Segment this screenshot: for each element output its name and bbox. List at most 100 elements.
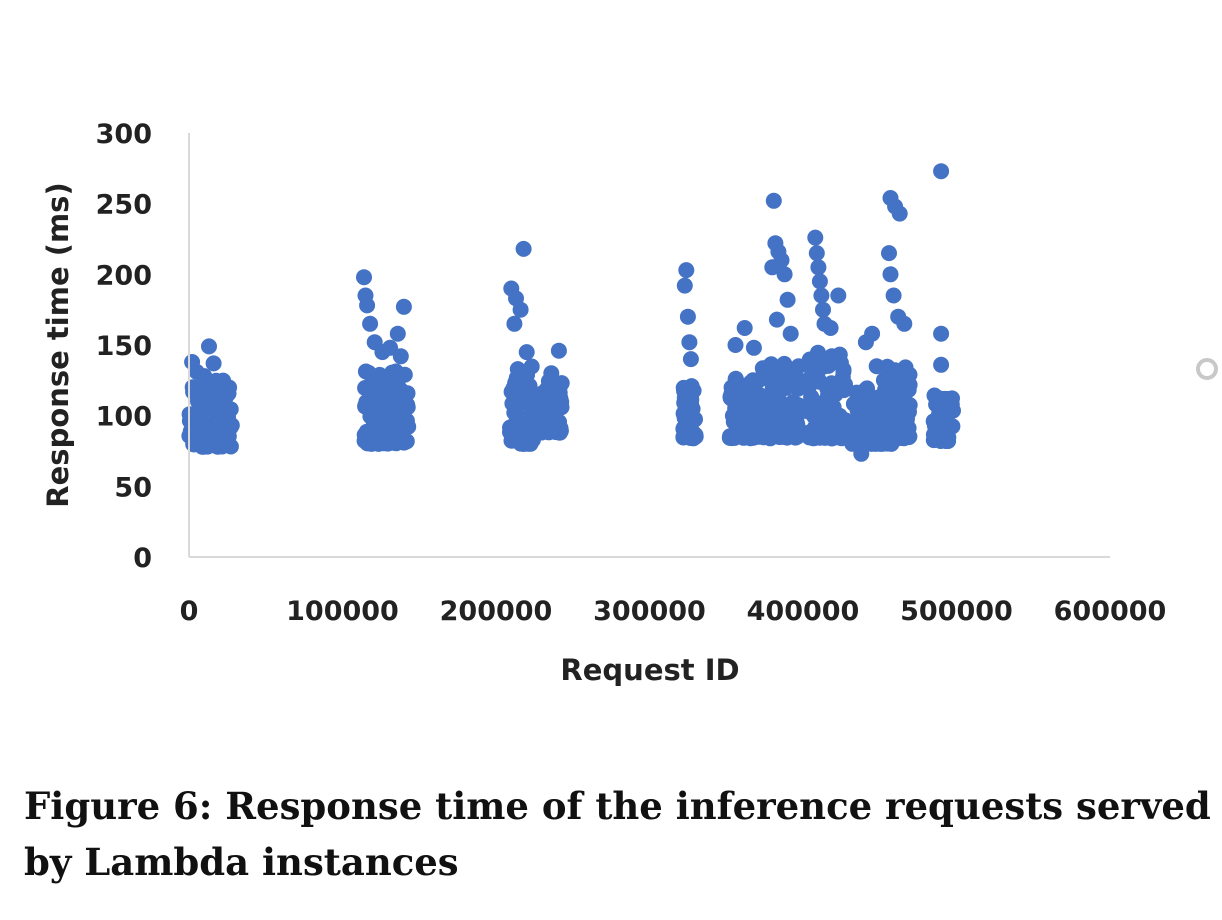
data-point (356, 269, 372, 286)
data-point (756, 427, 773, 444)
data-point (826, 412, 843, 429)
data-point (779, 291, 796, 308)
data-point (882, 266, 899, 283)
data-point (724, 430, 741, 446)
data-point (896, 315, 913, 332)
x-tick-label: 100000 (286, 596, 399, 627)
data-point (727, 337, 744, 353)
data-point (392, 407, 409, 423)
data-point (810, 259, 827, 276)
y-tick-label: 100 (96, 402, 152, 433)
data-point (770, 390, 787, 407)
data-point (805, 405, 822, 422)
data-point (679, 308, 696, 325)
data-point (892, 366, 909, 382)
data-point (382, 339, 399, 356)
x-tick-label: 0 (180, 596, 199, 627)
data-point (943, 399, 960, 416)
data-point (205, 355, 222, 372)
x-axis-title: Request ID (560, 653, 739, 687)
data-point (678, 262, 695, 279)
data-point (687, 411, 703, 428)
data-point (219, 382, 236, 399)
data-point (723, 385, 740, 402)
data-point (392, 348, 409, 365)
data-point (389, 325, 406, 342)
data-point (881, 245, 897, 262)
data-point (773, 252, 790, 269)
data-point (901, 376, 918, 393)
data-point (776, 266, 793, 283)
data-point (807, 229, 824, 246)
data-point (528, 419, 545, 436)
data-point (785, 415, 801, 432)
data-point (808, 245, 825, 262)
y-tick-label: 250 (96, 190, 152, 221)
data-point (396, 366, 413, 383)
data-point (822, 320, 839, 336)
data-point (815, 301, 831, 318)
data-point (853, 445, 870, 462)
data-point (363, 435, 380, 452)
data-point (736, 320, 753, 336)
x-tick-label: 600000 (1054, 596, 1167, 627)
data-point (754, 394, 771, 411)
x-tick-label: 200000 (440, 596, 553, 627)
data-point (891, 205, 908, 222)
figure-caption: Figure 6: Response time of the inference… (24, 784, 1211, 884)
data-point (389, 425, 406, 442)
data-point (543, 365, 560, 382)
data-point (374, 382, 390, 399)
data-point (894, 420, 911, 437)
data-point (182, 423, 199, 440)
data-point (727, 370, 744, 387)
data-point (222, 438, 239, 455)
y-tick-label: 300 (96, 119, 152, 150)
data-point (362, 381, 379, 398)
data-point (774, 428, 791, 445)
data-point (359, 297, 376, 314)
data-point (211, 407, 227, 424)
data-point (769, 378, 786, 395)
data-point (900, 403, 917, 420)
scatter-chart: 0 50 100 150 200 250 300 0 100000 200000 300000 40… (41, 119, 1167, 687)
data-point (879, 387, 895, 404)
data-point (788, 402, 805, 419)
data-point (502, 424, 518, 441)
data-point (782, 325, 799, 342)
data-point (885, 287, 902, 304)
data-point (506, 315, 523, 332)
data-point (933, 163, 950, 180)
data-point (677, 421, 694, 438)
data-point (362, 315, 379, 332)
y-tick-label: 200 (96, 260, 152, 291)
data-point (803, 390, 820, 407)
data-point (515, 240, 532, 257)
data-point (763, 356, 780, 373)
data-point (512, 301, 529, 318)
data-point (768, 311, 785, 328)
data-point (201, 338, 217, 355)
data-point (831, 429, 848, 445)
x-tick-label: 500000 (900, 596, 1013, 627)
data-point (864, 325, 881, 342)
data-point (765, 192, 782, 209)
data-point (745, 339, 762, 356)
data-point (538, 394, 555, 411)
data-point (933, 325, 950, 342)
data-point (530, 406, 547, 422)
x-tick-label: 400000 (747, 596, 860, 627)
data-point (813, 287, 830, 304)
data-point (382, 393, 399, 410)
data-point (514, 390, 531, 407)
data-point (875, 372, 892, 389)
data-point (740, 411, 757, 428)
data-point (196, 368, 213, 385)
x-tick-labels: 0 100000 200000 300000 400000 500000 600000 (180, 596, 1167, 627)
y-tick-label: 0 (133, 543, 152, 574)
data-point (682, 351, 699, 368)
data-point (775, 363, 792, 380)
data-point (198, 424, 215, 441)
data-point (676, 389, 693, 406)
data-point (802, 424, 819, 441)
